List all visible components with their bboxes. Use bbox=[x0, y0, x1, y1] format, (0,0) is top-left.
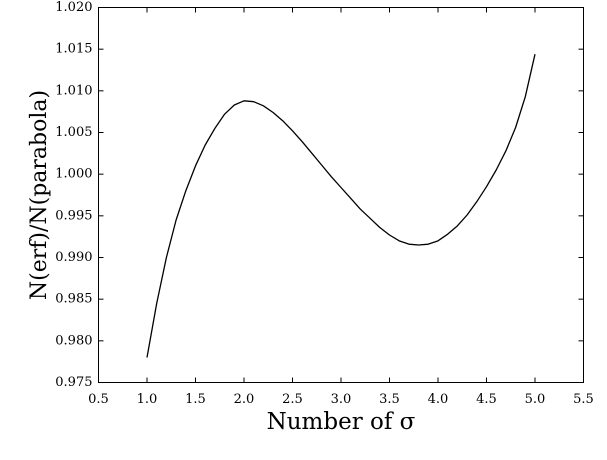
x-tick-label: 4.0 bbox=[428, 392, 449, 407]
plot-frame bbox=[98, 7, 584, 383]
y-tick-label: 1.000 bbox=[55, 167, 92, 182]
x-tick-label: 4.5 bbox=[476, 392, 497, 407]
y-axis-label: N(erf)/N(parabola) bbox=[27, 90, 52, 300]
y-tick-label: 1.005 bbox=[55, 125, 92, 140]
y-tick-label: 1.020 bbox=[55, 0, 92, 15]
x-tick-label: 2.0 bbox=[234, 392, 255, 407]
x-tick-label: 5.0 bbox=[525, 392, 546, 407]
x-axis-label: Number of σ bbox=[267, 409, 416, 435]
y-tick-label: 0.980 bbox=[55, 333, 92, 348]
x-tick-label: 1.0 bbox=[137, 392, 158, 407]
y-tick-label: 1.015 bbox=[55, 42, 92, 57]
y-tick-label: 0.990 bbox=[55, 250, 92, 265]
line-series bbox=[146, 54, 536, 358]
y-tick-label: 0.975 bbox=[55, 375, 92, 390]
x-tick-label: 3.0 bbox=[331, 392, 352, 407]
x-tick-label: 3.5 bbox=[379, 392, 400, 407]
x-tick-label: 5.5 bbox=[573, 392, 594, 407]
x-tick-label: 0.5 bbox=[88, 392, 109, 407]
y-tick-label: 1.010 bbox=[55, 83, 92, 98]
x-tick-label: 1.5 bbox=[185, 392, 206, 407]
y-tick-label: 0.985 bbox=[55, 292, 92, 307]
x-tick-label: 2.5 bbox=[282, 392, 303, 407]
y-tick-label: 0.995 bbox=[55, 208, 92, 223]
